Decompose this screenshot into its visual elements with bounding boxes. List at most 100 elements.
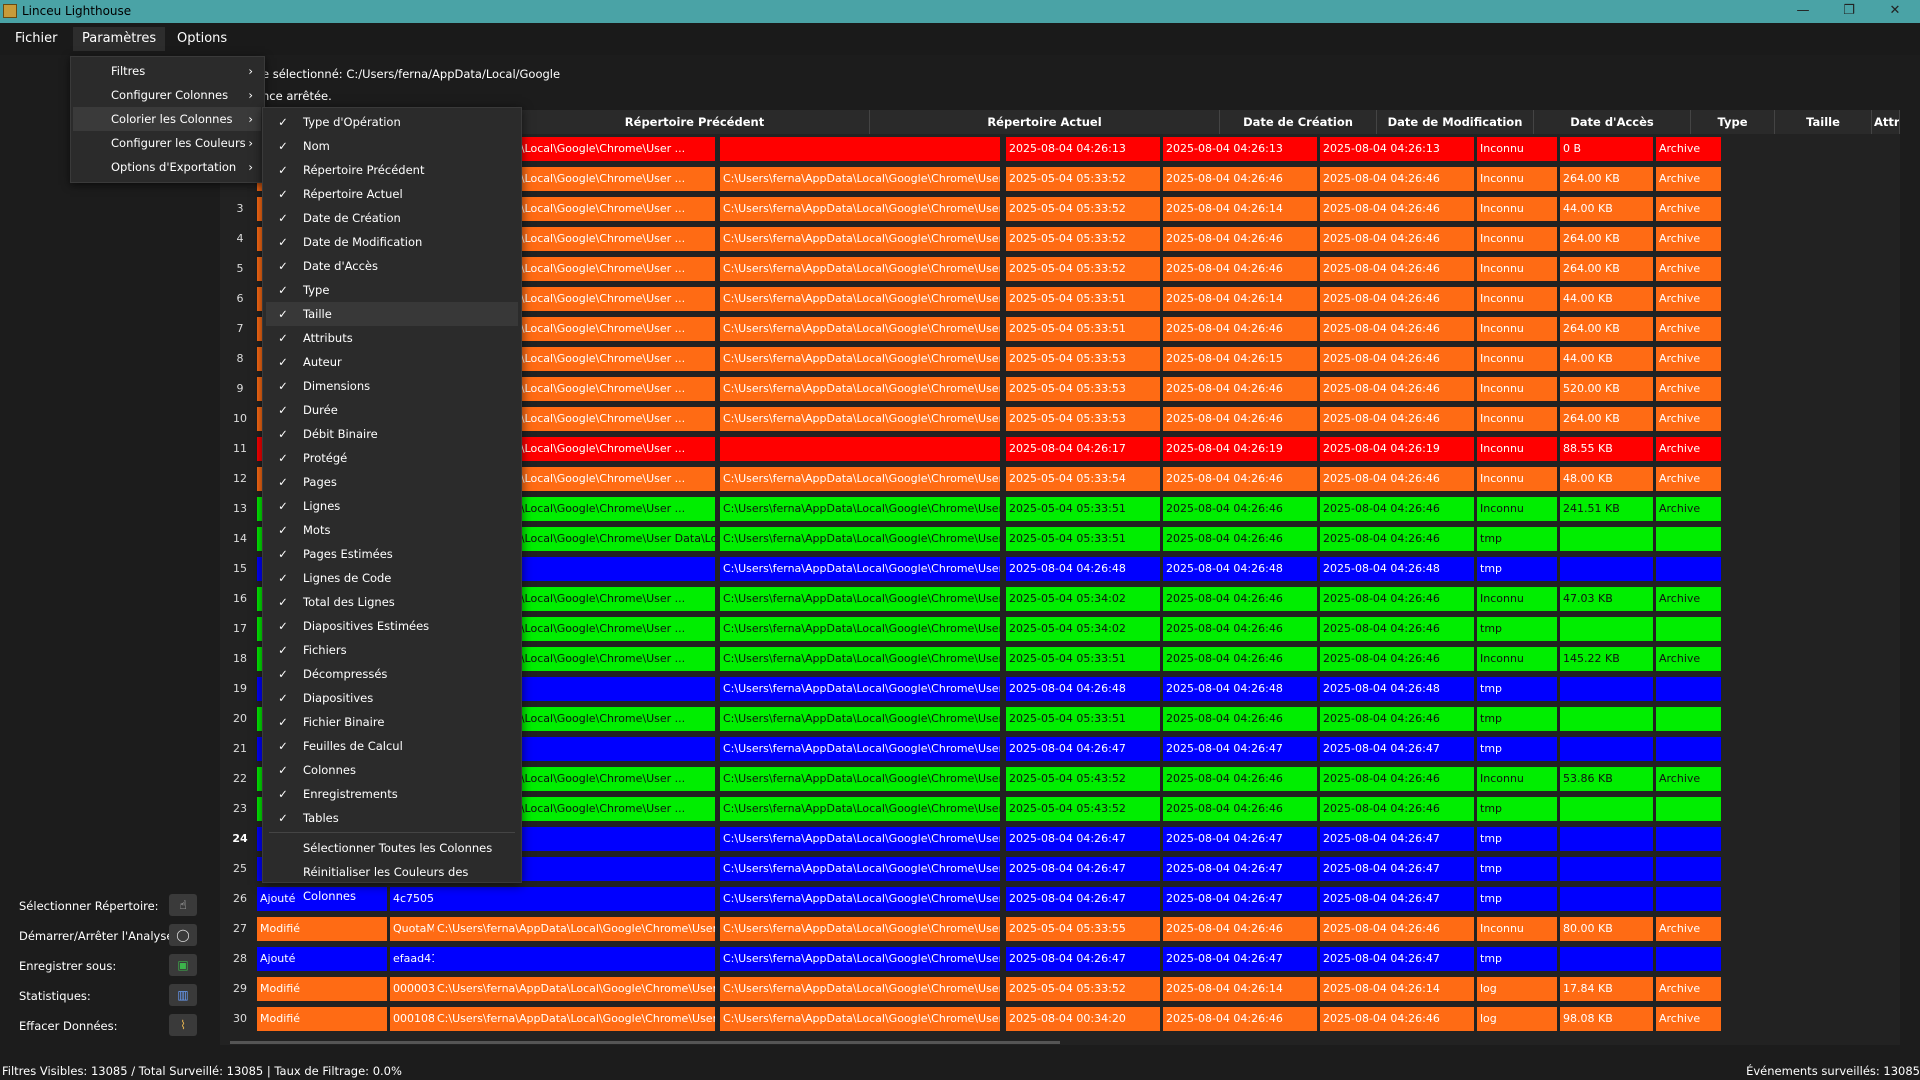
table-row[interactable]: 30 Modifié 000108.log C:\Users\ferna\AppDat…	[220, 1004, 1900, 1034]
color-column-item[interactable]: ✓ Répertoire Actuel	[266, 182, 518, 206]
color-column-item[interactable]: ✓ Diapositives	[266, 686, 518, 710]
menu-options[interactable]: Options	[177, 31, 228, 46]
color-column-item[interactable]: ✓ Tables	[266, 806, 518, 830]
horizontal-scrollbar[interactable]	[230, 1041, 1060, 1044]
table-row[interactable]: 7 \ferna\AppData\Local\Google\Chrome\User…	[220, 314, 1900, 344]
column-header-attributes[interactable]: Attribut:	[1872, 110, 1900, 134]
color-column-item[interactable]: ✓ Total des Lignes	[266, 590, 518, 614]
menu-item-label: Options d'Exportation	[111, 160, 237, 174]
cell-created: 2025-05-04 05:43:52	[1006, 797, 1160, 821]
save-as-button[interactable]: ▣	[169, 954, 197, 976]
cell-attributes: Archive	[1656, 317, 1721, 341]
color-column-label: Répertoire Actuel	[303, 187, 403, 201]
color-column-item[interactable]: ✓ Nom	[266, 134, 518, 158]
cell-modified: 2025-08-04 04:26:46	[1163, 767, 1317, 791]
color-column-item[interactable]: ✓ Taille	[266, 302, 518, 326]
menu-parametres[interactable]: Paramètres	[73, 27, 166, 51]
table-row[interactable]: 28Ajoutéefaad416-56...C:\Users\ferna\App…	[220, 944, 1900, 974]
column-header-current-dir[interactable]: Répertoire Actuel	[870, 110, 1220, 134]
color-column-label: Taille	[303, 307, 332, 321]
color-column-label: Auteur	[303, 355, 342, 369]
menu-item-configurer-colonnes[interactable]: Configurer Colonnes ›	[73, 83, 261, 107]
color-column-item[interactable]: ✓ Mots	[266, 518, 518, 542]
start-stop-button[interactable]: ◯	[169, 924, 197, 946]
color-column-item[interactable]: ✓ Type d'Opération	[266, 110, 518, 134]
cell-modified: 2025-08-04 04:26:47	[1163, 737, 1317, 761]
color-column-item[interactable]: ✓ Date de Création	[266, 206, 518, 230]
select-all-columns-item[interactable]: Sélectionner Toutes les Colonnes	[266, 836, 518, 860]
color-column-item[interactable]: ✓ Auteur	[266, 350, 518, 374]
color-column-item[interactable]: ✓ Répertoire Précédent	[266, 158, 518, 182]
color-column-item[interactable]: ✓ Fichier Binaire	[266, 710, 518, 734]
close-button[interactable]: ✕	[1889, 3, 1901, 18]
checkmark-icon: ✓	[278, 211, 288, 225]
select-directory-button[interactable]: ☝	[169, 894, 197, 916]
cell-type: Inconnu	[1477, 647, 1557, 671]
color-column-item[interactable]: ✓ Pages	[266, 470, 518, 494]
cell-modified: 2025-08-04 04:26:46	[1163, 527, 1317, 551]
menu-item-configurer-couleurs[interactable]: Configurer les Couleurs ›	[73, 131, 261, 155]
color-column-item[interactable]: ✓ Date de Modification	[266, 230, 518, 254]
menu-item-label: Colorier les Colonnes	[111, 112, 233, 126]
cell-current-dir: C:\Users\ferna\AppData\Local\Google\Chro…	[720, 407, 1000, 431]
maximize-button[interactable]: ❐	[1843, 3, 1855, 18]
cell-attributes: Archive	[1656, 767, 1721, 791]
column-header-size[interactable]: Taille	[1775, 110, 1872, 134]
minimize-button[interactable]: —	[1796, 3, 1810, 18]
cell-modified: 2025-08-04 04:26:46	[1163, 917, 1317, 941]
color-column-item[interactable]: ✓ Durée	[266, 398, 518, 422]
column-header-modified[interactable]: Date de Modification	[1377, 110, 1534, 134]
cell-type: Inconnu	[1477, 437, 1557, 461]
column-header-type[interactable]: Type	[1691, 110, 1775, 134]
menu-bar: Fichier Paramètres Options	[0, 23, 1920, 55]
menu-fichier[interactable]: Fichier	[15, 31, 58, 46]
cell-type: Inconnu	[1477, 167, 1557, 191]
checkmark-icon: ✓	[278, 115, 288, 129]
color-column-item[interactable]: ✓ Colonnes	[266, 758, 518, 782]
color-column-item[interactable]: ✓ Décompressés	[266, 662, 518, 686]
color-column-item[interactable]: ✓ Fichiers	[266, 638, 518, 662]
column-header-previous-dir[interactable]: Répertoire Précédent	[520, 110, 870, 134]
color-column-item[interactable]: ✓ Débit Binaire	[266, 422, 518, 446]
color-column-item[interactable]: ✓ Type	[266, 278, 518, 302]
cell-modified: 2025-08-04 04:26:46	[1163, 167, 1317, 191]
cell-created: 2025-08-04 04:26:47	[1006, 737, 1160, 761]
table-row[interactable]: 27ModifiéQuotaMana...C:\Users\ferna\AppD…	[220, 914, 1900, 944]
cell-type: tmp	[1477, 557, 1557, 581]
color-column-item[interactable]: ✓ Dimensions	[266, 374, 518, 398]
color-column-item[interactable]: ✓ Feuilles de Calcul	[266, 734, 518, 758]
color-column-item[interactable]: ✓ Date d'Accès	[266, 254, 518, 278]
cell-modified: 2025-08-04 04:26:48	[1163, 557, 1317, 581]
cell-attributes	[1656, 737, 1721, 761]
cell-size: 53.86 KB	[1560, 767, 1653, 791]
clear-data-button[interactable]: ⌇	[169, 1014, 197, 1036]
column-header-accessed[interactable]: Date d'Accès	[1534, 110, 1691, 134]
column-header-created[interactable]: Date de Création	[1220, 110, 1377, 134]
cell-size	[1560, 857, 1653, 881]
cell-current-dir: C:\Users\ferna\AppData\Local\Google\Chro…	[720, 557, 1000, 581]
menu-item-options-exportation[interactable]: Options d'Exportation ›	[73, 155, 261, 179]
cell-current-dir: C:\Users\ferna\AppData\Local\Google\Chro…	[720, 767, 1000, 791]
reset-column-colors-item[interactable]: Réinitialiser les Couleurs des Colonnes	[266, 860, 518, 903]
cell-accessed: 2025-08-04 04:26:46	[1320, 707, 1474, 731]
menu-item-filtres[interactable]: Filtres ›	[73, 59, 261, 83]
statistics-button[interactable]: ▥	[169, 984, 197, 1006]
color-column-label: Tables	[303, 811, 339, 825]
menu-item-colorier-colonnes[interactable]: Colorier les Colonnes ›	[73, 107, 261, 131]
cell-current-dir: C:\Users\ferna\AppData\Local\Google\Chro…	[720, 1007, 1000, 1031]
color-column-item[interactable]: ✓ Attributs	[266, 326, 518, 350]
table-row[interactable]: 29 Modifié 000003.log C:\Users\ferna\AppDat…	[220, 974, 1900, 1004]
cell-accessed: 2025-08-04 04:26:46	[1320, 917, 1474, 941]
color-column-item[interactable]: ✓ Diapositives Estimées	[266, 614, 518, 638]
color-column-item[interactable]: ✓ Enregistrements	[266, 782, 518, 806]
color-column-item[interactable]: ✓ Lignes	[266, 494, 518, 518]
color-column-item[interactable]: ✓ Lignes de Code	[266, 566, 518, 590]
cell-accessed: 2025-08-04 04:26:46	[1320, 197, 1474, 221]
color-column-item[interactable]: ✓ Pages Estimées	[266, 542, 518, 566]
table-row[interactable]: 26Ajouté4c7505b5-5...C:\Users\ferna\AppD…	[220, 884, 1900, 914]
cell-modified: 2025-08-04 04:26:46	[1163, 317, 1317, 341]
cell-attributes	[1656, 887, 1721, 911]
table-row[interactable]: 4 \ferna\AppData\Local\Google\Chrome\User…	[220, 224, 1900, 254]
checkmark-icon: ✓	[278, 187, 288, 201]
color-column-item[interactable]: ✓ Protégé	[266, 446, 518, 470]
